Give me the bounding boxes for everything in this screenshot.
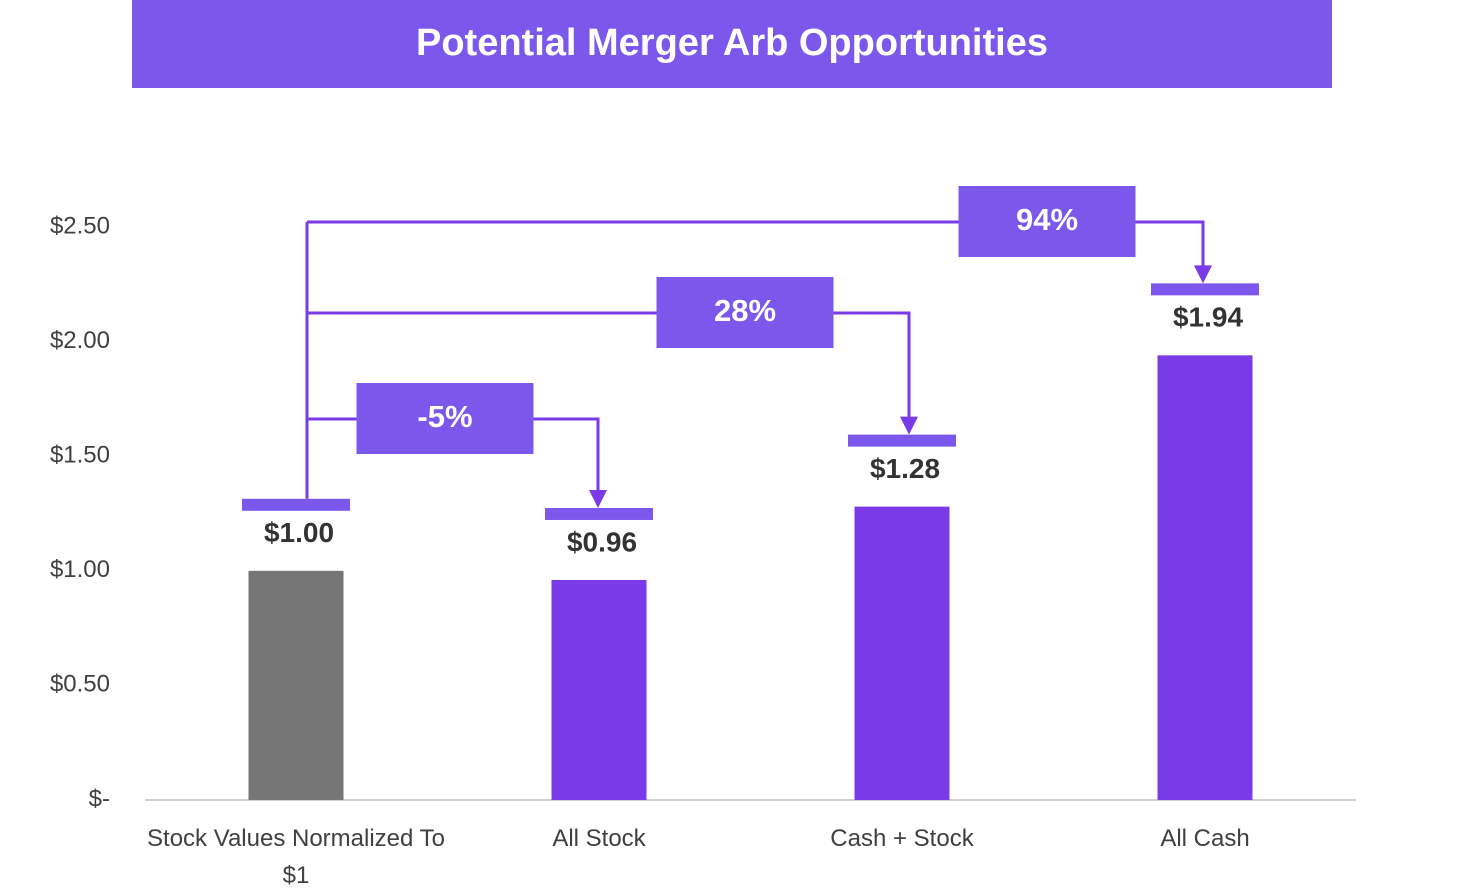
connector	[307, 220, 1205, 268]
x-tick-label: All Stock	[552, 825, 646, 852]
annotation-label: 28%	[714, 293, 776, 328]
y-tick-label: $0.50	[50, 671, 110, 698]
y-tick-label: $1.00	[50, 556, 110, 583]
value-label: $1.00	[264, 517, 334, 548]
x-tick-label: Stock Values Normalized To $1	[147, 825, 445, 889]
y-tick-label: $2.00	[50, 327, 110, 354]
annotation-box	[958, 186, 1136, 257]
bar	[248, 570, 344, 800]
value-label: $1.94	[1173, 302, 1243, 333]
bar	[854, 506, 950, 800]
arrow-head	[900, 416, 918, 435]
annotation-label: 94%	[1016, 202, 1078, 237]
y-tick-label: $2.50	[50, 212, 110, 239]
value-marker	[545, 507, 653, 520]
x-tick-label: All Cash	[1160, 825, 1250, 852]
connector	[307, 311, 911, 419]
title-banner	[132, 0, 1332, 88]
y-tick-label: $-	[89, 785, 110, 812]
y-tick-label: $1.50	[50, 442, 110, 469]
arrow-head	[589, 489, 607, 508]
annotation-box	[356, 383, 534, 454]
chart-title: Potential Merger Arb Opportunities	[416, 22, 1048, 64]
value-marker	[1151, 283, 1259, 296]
value-label: $1.28	[870, 453, 940, 484]
x-tick-label: Cash + Stock	[830, 825, 974, 852]
annotation-label: -5%	[417, 399, 472, 434]
value-label: $0.96	[567, 526, 637, 557]
value-marker	[242, 498, 350, 511]
value-marker	[848, 434, 956, 447]
bar	[1157, 355, 1253, 800]
annotation-box	[656, 277, 834, 348]
arrow-head	[1194, 265, 1212, 284]
bar	[551, 579, 647, 800]
